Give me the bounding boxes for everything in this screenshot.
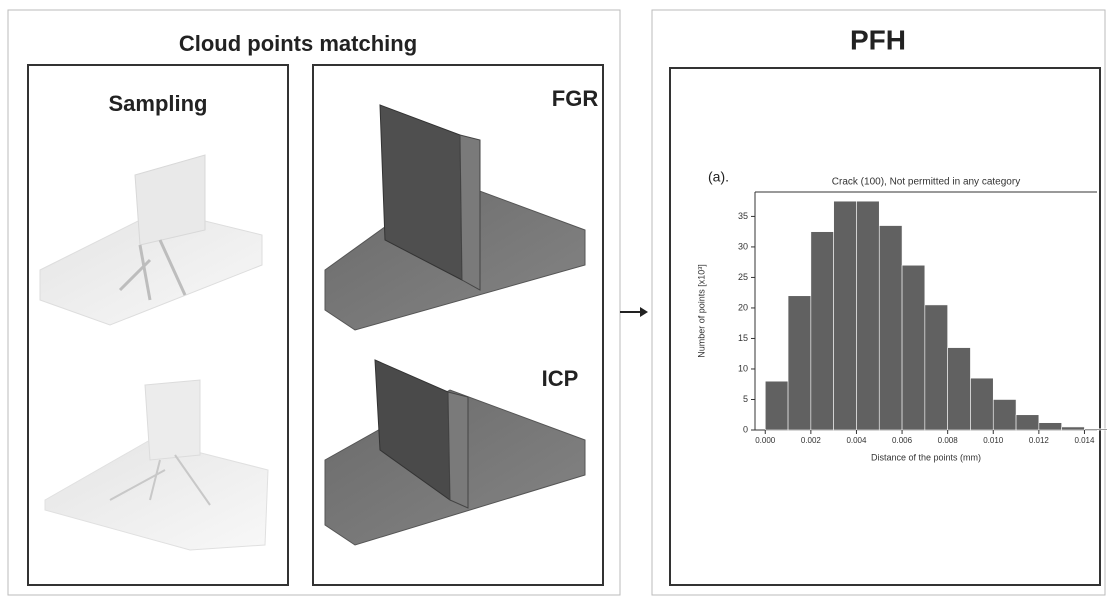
x-tick-label: 0.000 xyxy=(755,436,776,445)
bar xyxy=(1016,415,1039,430)
figure: Cloud points matching Sampling FGR ICP P… xyxy=(0,0,1110,600)
chart-title: Crack (100), Not permitted in any catego… xyxy=(832,177,1020,188)
bar xyxy=(811,232,834,430)
page: {"left_panel": {"title": "Cloud points m… xyxy=(0,0,1110,600)
y-tick-label: 25 xyxy=(738,272,748,282)
bar xyxy=(925,305,948,430)
y-tick-label: 15 xyxy=(738,333,748,343)
y-axis-label: Number of points [x10³] xyxy=(696,264,706,358)
bar xyxy=(1084,429,1107,430)
x-tick-label: 0.010 xyxy=(983,436,1004,445)
y-tick-label: 0 xyxy=(743,424,748,434)
icp-label: ICP xyxy=(542,366,579,391)
bar xyxy=(902,265,925,430)
bar xyxy=(948,348,971,430)
y-tick-label: 5 xyxy=(743,394,748,404)
bar xyxy=(834,201,857,430)
right-title: PFH xyxy=(850,24,906,55)
x-tick-label: 0.014 xyxy=(1074,436,1095,445)
arrow-head xyxy=(640,307,648,317)
bar xyxy=(993,399,1016,430)
fgr-label: FGR xyxy=(552,86,599,111)
y-tick-label: 10 xyxy=(738,363,748,373)
bar xyxy=(1062,427,1085,430)
bar xyxy=(856,201,879,430)
bar xyxy=(788,296,811,430)
annotation: (a). xyxy=(708,169,729,185)
sampling-render-bottom xyxy=(45,380,268,550)
x-tick-label: 0.012 xyxy=(1029,436,1050,445)
y-tick-label: 30 xyxy=(738,241,748,251)
x-tick-label: 0.008 xyxy=(938,436,959,445)
bar xyxy=(765,381,788,430)
bar xyxy=(970,378,993,430)
x-tick-label: 0.006 xyxy=(892,436,913,445)
bar xyxy=(1039,423,1062,430)
sampling-label: Sampling xyxy=(108,91,207,116)
left-title: Cloud points matching xyxy=(179,31,417,56)
y-tick-label: 20 xyxy=(738,302,748,312)
fgr-render xyxy=(325,105,585,330)
sampling-render-top xyxy=(40,155,262,325)
x-tick-label: 0.004 xyxy=(846,436,867,445)
x-tick-label: 0.002 xyxy=(801,436,822,445)
bar xyxy=(879,226,902,430)
histogram: (a). Crack (100), Not permitted in any c… xyxy=(696,169,1107,463)
y-tick-label: 35 xyxy=(738,211,748,221)
x-axis-label: Distance of the points (mm) xyxy=(871,452,981,462)
